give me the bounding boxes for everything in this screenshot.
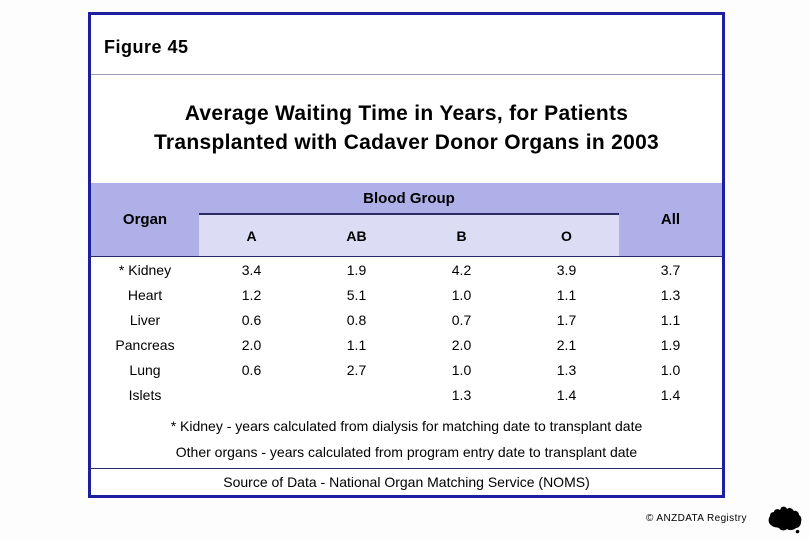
value-cell: 2.1 xyxy=(556,336,577,353)
value-cell: 0.7 xyxy=(451,311,472,328)
value-cell: 1.3 xyxy=(451,386,472,403)
column-header-b: B xyxy=(456,227,467,244)
value-cell: 0.8 xyxy=(346,311,367,328)
value-cell: 1.0 xyxy=(451,361,472,378)
organ-cell: Islets xyxy=(128,386,162,403)
figure-box: Figure 45 Average Waiting Time in Years,… xyxy=(88,12,725,498)
blood-group-header: Blood Group xyxy=(363,189,455,207)
value-cell: 1.9 xyxy=(660,336,681,353)
figure-label: Figure 45 xyxy=(104,37,189,57)
value-cell: 1.0 xyxy=(660,361,681,378)
value-cell: 1.4 xyxy=(556,386,577,403)
organ-cell: Pancreas xyxy=(115,336,175,353)
column-header-ab: AB xyxy=(346,227,367,244)
copyright-credit: © ANZDATA Registry xyxy=(646,513,747,524)
blood-group-header-group: Blood Group A AB B O xyxy=(199,183,619,256)
column-header-o: O xyxy=(561,227,572,244)
footnote-other-organs: Other organs - years calculated from pro… xyxy=(175,444,638,460)
value-cell: 1.3 xyxy=(556,361,577,378)
value-cell: 1.7 xyxy=(556,311,577,328)
organ-column-header: Organ xyxy=(122,211,168,228)
table-row-pancreas: Pancreas 2.0 1.1 2.0 2.1 1.9 xyxy=(91,332,722,357)
table-body: * Kidney 3.4 1.9 4.2 3.9 3.7 Heart 1.2 5… xyxy=(91,257,722,407)
value-cell: 1.2 xyxy=(241,286,262,303)
value-cell: 0.6 xyxy=(241,361,262,378)
value-cell: 2.0 xyxy=(451,336,472,353)
value-cell: 1.9 xyxy=(346,261,367,278)
column-header-a: A xyxy=(246,227,257,244)
value-cell: 5.1 xyxy=(346,286,367,303)
value-cell: 1.3 xyxy=(660,286,681,303)
australia-map-icon xyxy=(766,502,804,534)
value-cell: 1.0 xyxy=(451,286,472,303)
blood-group-subheader-row: A AB B O xyxy=(199,213,619,256)
figure-title-line-1: Average Waiting Time in Years, for Patie… xyxy=(184,102,629,125)
value-cell: 3.4 xyxy=(241,261,262,278)
value-cell: 2.7 xyxy=(346,361,367,378)
value-cell: 1.1 xyxy=(556,286,577,303)
table-row-islets: Islets 1.3 1.4 1.4 xyxy=(91,382,722,407)
table-row-liver: Liver 0.6 0.8 0.7 1.7 1.1 xyxy=(91,307,722,332)
value-cell: 3.9 xyxy=(556,261,577,278)
organ-cell: * Kidney xyxy=(118,261,172,278)
footnote-kidney: * Kidney - years calculated from dialysi… xyxy=(170,418,643,434)
table-row-kidney: * Kidney 3.4 1.9 4.2 3.9 3.7 xyxy=(91,257,722,282)
organ-cell: Heart xyxy=(127,286,163,303)
figure-title: Average Waiting Time in Years, for Patie… xyxy=(91,75,722,183)
source-of-data: Source of Data - National Organ Matching… xyxy=(91,468,722,495)
value-cell: 1.1 xyxy=(346,336,367,353)
all-column-header: All xyxy=(660,211,681,228)
organ-cell: Lung xyxy=(129,361,161,378)
organ-cell: Liver xyxy=(129,311,161,328)
footnotes: * Kidney - years calculated from dialysi… xyxy=(91,407,722,468)
value-cell: 1.1 xyxy=(660,311,681,328)
table-row-lung: Lung 0.6 2.7 1.0 1.3 1.0 xyxy=(91,357,722,382)
value-cell: 0.6 xyxy=(241,311,262,328)
figure-label-row: Figure 45 xyxy=(91,15,722,75)
value-cell: 4.2 xyxy=(451,261,472,278)
table-header: Organ Blood Group A AB B O All xyxy=(91,183,722,257)
value-cell: 3.7 xyxy=(660,261,681,278)
value-cell: 1.4 xyxy=(660,386,681,403)
table-row-heart: Heart 1.2 5.1 1.0 1.1 1.3 xyxy=(91,282,722,307)
value-cell: 2.0 xyxy=(241,336,262,353)
figure-title-line-2: Transplanted with Cadaver Donor Organs i… xyxy=(153,131,660,154)
